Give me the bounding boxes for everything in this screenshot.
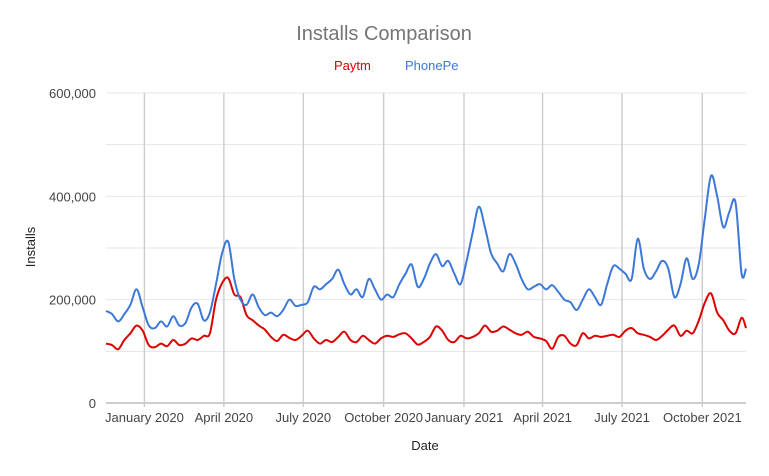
x-axis-ticks: January 2020 April 2020 July 2020 October 2… (105, 410, 742, 425)
x-axis-title: Date (411, 438, 438, 453)
legend-item-phonepe[interactable]: PhonePe (405, 58, 459, 73)
x-tick-label: April 2021 (513, 410, 572, 425)
x-tick-label: January 2020 (105, 410, 184, 425)
series-lines (105, 174, 747, 351)
series-line-paytm (105, 276, 747, 351)
x-tick-label: April 2020 (195, 410, 254, 425)
legend-label-paytm: Paytm (334, 58, 371, 73)
series-line-phonepe (105, 174, 747, 330)
x-tick-label: January 2021 (425, 410, 504, 425)
y-tick-label: 400,000 (49, 189, 96, 204)
y-axis-title: Installs (23, 226, 38, 267)
legend: Paytm PhonePe (334, 58, 459, 73)
y-axis-ticks: 0 200,000 400,000 600,000 (49, 86, 96, 411)
x-gridlines (143, 93, 704, 407)
y-gridlines (106, 92, 746, 404)
y-tick-label: 200,000 (49, 293, 96, 308)
x-tick-label: October 2021 (663, 410, 742, 425)
x-tick-label: July 2021 (594, 410, 650, 425)
y-tick-label: 600,000 (49, 86, 96, 101)
legend-label-phonepe: PhonePe (405, 58, 459, 73)
legend-item-paytm[interactable]: Paytm (334, 58, 371, 73)
x-tick-label: July 2020 (275, 410, 331, 425)
x-tick-label: October 2020 (344, 410, 423, 425)
y-tick-label: 0 (89, 396, 96, 411)
chart-title: Installs Comparison (296, 23, 472, 45)
